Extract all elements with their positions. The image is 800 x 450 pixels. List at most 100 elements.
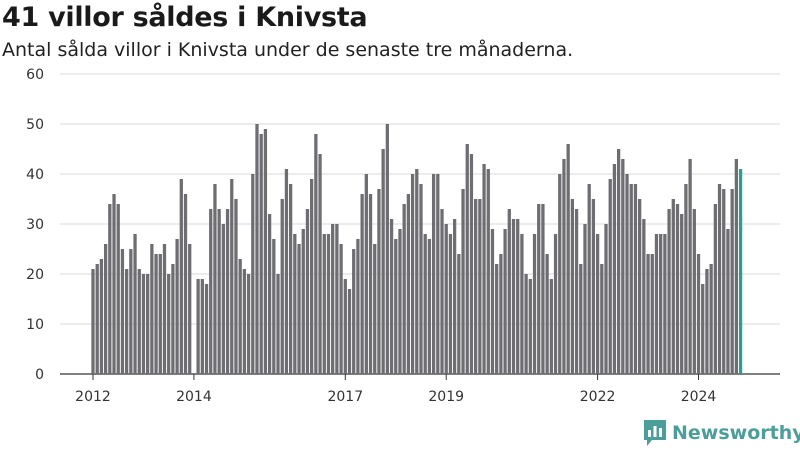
bar bbox=[267, 214, 272, 374]
bar bbox=[125, 269, 129, 374]
bar bbox=[638, 199, 642, 374]
bar bbox=[625, 174, 629, 374]
bar bbox=[200, 279, 204, 374]
bar bbox=[595, 234, 600, 374]
bar bbox=[162, 244, 167, 374]
x-axis-ticks: 2012 2014 2017 2019 2022 2024 bbox=[75, 374, 716, 405]
bar bbox=[524, 274, 528, 374]
bar bbox=[368, 194, 373, 374]
bar bbox=[431, 174, 436, 374]
bar bbox=[499, 254, 503, 374]
bar bbox=[419, 184, 423, 374]
bar bbox=[364, 174, 368, 374]
bar bbox=[511, 219, 516, 374]
bar bbox=[171, 264, 175, 374]
x-tick-label: 2022 bbox=[580, 389, 616, 405]
x-tick-label: 2014 bbox=[176, 389, 212, 405]
bar bbox=[284, 169, 289, 374]
bar bbox=[633, 184, 638, 374]
bar bbox=[301, 229, 305, 374]
chart-title: 41 villor såldes i Knivsta bbox=[2, 2, 368, 33]
y-tick-label: 40 bbox=[26, 167, 44, 183]
bar bbox=[188, 244, 192, 374]
bar bbox=[381, 149, 385, 374]
last-value-label: 41 bbox=[738, 0, 758, 4]
bar bbox=[566, 144, 570, 374]
bar bbox=[629, 184, 633, 374]
bar bbox=[394, 239, 398, 374]
bar bbox=[112, 194, 116, 374]
bar bbox=[549, 279, 553, 374]
bar bbox=[326, 234, 331, 374]
bar bbox=[604, 224, 608, 374]
bar bbox=[541, 204, 545, 374]
bar bbox=[246, 274, 251, 374]
bar bbox=[154, 254, 158, 374]
newsworthy-logo-icon bbox=[644, 420, 666, 446]
bar bbox=[225, 209, 230, 374]
bar bbox=[692, 209, 696, 374]
bar bbox=[696, 254, 701, 374]
bar bbox=[688, 159, 692, 374]
bar bbox=[558, 174, 562, 374]
bar bbox=[713, 204, 717, 374]
bar bbox=[709, 264, 713, 374]
bar bbox=[314, 134, 318, 374]
bar bbox=[612, 164, 617, 374]
bar bbox=[545, 254, 549, 374]
bar bbox=[352, 249, 356, 374]
bar bbox=[288, 184, 293, 374]
bar bbox=[415, 169, 419, 374]
bar bbox=[616, 149, 621, 374]
bar bbox=[621, 159, 625, 374]
bar bbox=[293, 234, 297, 374]
bar bbox=[717, 184, 722, 374]
bar bbox=[331, 224, 335, 374]
bar bbox=[335, 224, 339, 374]
bar bbox=[642, 219, 646, 374]
bar bbox=[238, 259, 242, 374]
x-tick-label: 2024 bbox=[681, 389, 717, 405]
bar bbox=[360, 194, 364, 374]
bar bbox=[482, 164, 486, 374]
bar bbox=[587, 184, 591, 374]
chart-subtitle: Antal sålda villor i Knivsta under de se… bbox=[2, 39, 574, 61]
bar bbox=[167, 274, 171, 374]
bar bbox=[402, 204, 406, 374]
bar bbox=[150, 244, 154, 374]
bar bbox=[730, 189, 734, 374]
bar bbox=[175, 239, 179, 374]
bar bbox=[646, 254, 650, 374]
bar bbox=[221, 224, 225, 374]
bar bbox=[457, 254, 461, 374]
bar bbox=[120, 249, 125, 374]
bar bbox=[230, 179, 234, 374]
bar bbox=[562, 159, 566, 374]
bar bbox=[398, 229, 402, 374]
bar bbox=[242, 269, 247, 374]
bar bbox=[146, 274, 150, 374]
bar bbox=[520, 234, 524, 374]
bar bbox=[675, 204, 680, 374]
y-tick-label: 20 bbox=[26, 267, 44, 283]
y-tick-label: 50 bbox=[26, 117, 44, 133]
bar bbox=[305, 209, 310, 374]
bar bbox=[423, 234, 427, 374]
bar bbox=[507, 209, 511, 374]
bar bbox=[318, 154, 322, 374]
brand-logo: Newsworthy bbox=[644, 420, 800, 446]
bar bbox=[322, 234, 326, 374]
bar-highlight bbox=[738, 169, 743, 374]
bar bbox=[133, 234, 137, 374]
bar bbox=[91, 269, 95, 374]
bar bbox=[490, 229, 495, 374]
bar bbox=[196, 279, 200, 374]
y-tick-label: 0 bbox=[35, 367, 44, 383]
bar bbox=[137, 269, 141, 374]
bar bbox=[255, 124, 259, 374]
x-tick-label: 2017 bbox=[327, 389, 363, 405]
bar bbox=[280, 199, 284, 374]
annotations: 41 bbox=[738, 0, 758, 4]
bar bbox=[650, 254, 654, 374]
bar bbox=[574, 209, 579, 374]
